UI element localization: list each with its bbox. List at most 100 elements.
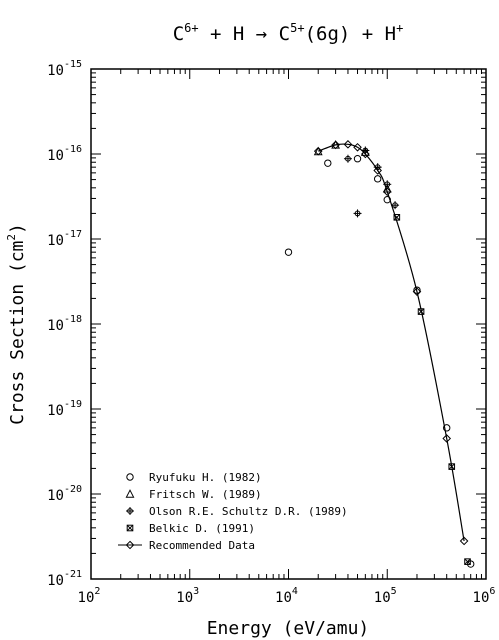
- tick-exponent: 3: [193, 586, 199, 597]
- marker-shape: [361, 149, 370, 159]
- marker-plus-circle: [126, 507, 134, 515]
- marker-shape: [393, 214, 401, 221]
- marker-shape: [373, 175, 382, 183]
- marker-shape: [443, 424, 451, 432]
- marker-shape: [126, 473, 134, 481]
- marker-diamond: [412, 287, 422, 296]
- y-axis-title: Cross Section (cm2): [5, 223, 28, 425]
- tick-exponent: -18: [64, 314, 82, 325]
- x-tick-label: 102: [78, 586, 101, 606]
- x-tick-label: 105: [374, 586, 397, 606]
- legend-label: Recommended Data: [149, 539, 255, 552]
- tick-exponent: 2: [94, 586, 100, 597]
- tick-exponent: 6: [489, 586, 495, 597]
- legend-item: Ryufuku H. (1982): [126, 471, 262, 484]
- marker-plus-circle: [343, 154, 352, 163]
- tick-base: 10: [275, 590, 292, 606]
- title-segment: C: [173, 23, 184, 45]
- marker-shape: [382, 187, 392, 197]
- legend-label: Ryufuku H. (1982): [149, 471, 262, 484]
- marker-shape: [393, 214, 400, 221]
- tick-base: 10: [47, 148, 64, 164]
- y-tick-label: 10-16: [47, 144, 82, 164]
- tick-base: 10: [78, 590, 95, 606]
- marker-shape: [331, 140, 340, 150]
- legend-label: Fritsch W. (1989): [149, 488, 262, 501]
- x-tick-label: 103: [176, 586, 199, 606]
- marker-shape: [448, 463, 456, 470]
- marker-shape: [125, 540, 135, 550]
- marker-diamond: [459, 536, 469, 546]
- marker-x-square: [126, 524, 134, 532]
- x-tick-label: 104: [275, 586, 298, 606]
- legend-item: Fritsch W. (1989): [125, 488, 262, 501]
- tick-base: 10: [47, 488, 64, 504]
- y-tick-label: 10-15: [47, 59, 82, 79]
- title-segment: + H → C: [199, 23, 291, 45]
- marker-plus-circle: [383, 180, 392, 189]
- tick-exponent: -20: [64, 484, 82, 495]
- marker-x-square: [417, 308, 425, 315]
- tick-exponent: -21: [64, 569, 82, 580]
- marker-shape: [313, 146, 323, 156]
- tick-base: 10: [47, 573, 64, 589]
- marker-shape: [125, 489, 135, 498]
- marker-shape: [353, 155, 362, 163]
- y-axis-title-text: Cross Section (cm: [7, 241, 28, 425]
- marker-diamond: [442, 434, 452, 443]
- marker-shape: [464, 558, 471, 565]
- y-tick-label: 10-20: [47, 484, 82, 504]
- marker-circle: [413, 286, 421, 294]
- marker-diamond: [331, 140, 340, 150]
- marker-x-square: [393, 214, 401, 221]
- tick-exponent: -17: [64, 229, 82, 240]
- marker-diamond: [125, 540, 135, 550]
- marker-shape: [126, 524, 134, 532]
- marker-circle: [443, 424, 451, 432]
- y-tick-label: 10-17: [47, 229, 82, 249]
- tick-exponent: -15: [64, 59, 82, 70]
- marker-shape: [343, 140, 353, 149]
- marker-x-square: [464, 558, 471, 565]
- marker-circle: [284, 248, 293, 256]
- marker-shape: [353, 142, 362, 152]
- chart-title: C6+ + H → C5+(6g) + H+: [173, 21, 404, 45]
- recommended-data-line: [318, 143, 465, 542]
- legend-item: Recommended Data: [118, 539, 255, 552]
- marker-shape: [313, 146, 323, 156]
- tick-base: 10: [47, 318, 64, 334]
- marker-shape: [382, 183, 392, 193]
- marker-shape: [417, 308, 425, 315]
- tick-base: 10: [176, 590, 193, 606]
- marker-shape: [464, 558, 471, 565]
- marker-shape: [442, 434, 452, 443]
- marker-diamond: [373, 166, 382, 175]
- y-tick-label: 10-18: [47, 314, 82, 334]
- tick-base: 10: [374, 590, 391, 606]
- marker-triangle: [125, 489, 135, 498]
- y-axis-title-text: ): [7, 223, 28, 234]
- marker-x-square: [448, 463, 456, 470]
- marker-diamond: [361, 149, 370, 159]
- tick-exponent: -16: [64, 144, 82, 155]
- marker-shape: [448, 463, 455, 470]
- marker-shape: [413, 286, 421, 294]
- marker-circle: [373, 175, 382, 183]
- plot-frame: [90, 68, 487, 580]
- marker-triangle: [382, 183, 392, 193]
- tick-exponent: 4: [292, 586, 298, 597]
- marker-plus-circle: [391, 201, 400, 210]
- title-segment: (6g) + H: [305, 23, 397, 45]
- marker-diamond: [313, 146, 323, 156]
- marker-shape: [417, 308, 425, 315]
- x-tick-labels: 102 103 104 105 106: [78, 586, 496, 606]
- tick-base: 10: [47, 63, 64, 79]
- marker-shape: [412, 287, 422, 296]
- x-tick-label: 106: [473, 586, 496, 606]
- title-superscript: +: [396, 21, 403, 35]
- marker-circle: [324, 159, 332, 167]
- marker-triangle: [313, 146, 323, 156]
- tick-exponent: 5: [391, 586, 397, 597]
- legend-item: Olson R.E. Schultz D.R. (1989): [126, 505, 348, 518]
